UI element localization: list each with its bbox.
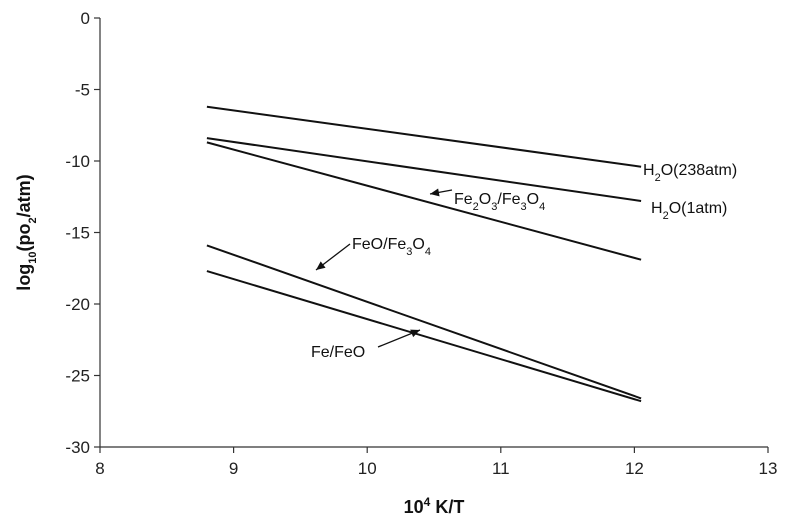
series-line-fe-feo [206,270,642,403]
series-labels: H2O(238atm) H2O(1atm) Fe2O3/Fe3O4 FeO/Fe3O4… [311,162,737,361]
y-tick-label: -5 [75,81,90,100]
y-tick-label: 0 [81,9,90,28]
x-axis-title: 104 K/T [404,495,465,517]
series-line-fe2o3-fe3o4 [206,141,642,261]
y-tick-label: -20 [65,295,90,314]
y-tick-label: -10 [65,152,90,171]
label-h2o-1: H2O(1atm) [651,200,727,222]
axes: 0 -5 -10 -15 -20 -25 -30 8 9 10 11 12 13 [65,9,777,478]
label-h2o-238: H2O(238atm) [643,162,737,184]
x-tick-label: 8 [95,459,104,478]
y-tick-label: -25 [65,367,90,386]
label-fe2o3-fe3o4: Fe2O3/Fe3O4 [454,191,545,213]
x-tick-label: 11 [492,459,510,478]
y-tick-label: -30 [65,438,90,457]
label-feo-fe3o4: FeO/Fe3O4 [352,236,431,258]
arrowhead-fe2o3-fe3o4 [430,188,440,197]
x-tick-label: 12 [625,459,644,478]
arrowhead-feo-fe3o4 [316,261,326,270]
y-tick-label: -15 [65,224,90,243]
x-tick-label: 13 [759,459,778,478]
series-line-h2o-1 [206,137,642,202]
series-line-feo-fe3o4 [206,244,642,400]
x-tick-label: 9 [229,459,238,478]
x-tick-label: 10 [358,459,377,478]
series-line-h2o-238 [206,105,642,168]
label-fe-feo: Fe/FeO [311,344,365,361]
arrowhead-fe-feo [410,329,420,338]
y-axis-title: log10(po2/atm) [14,174,39,290]
series-lines [206,105,642,403]
